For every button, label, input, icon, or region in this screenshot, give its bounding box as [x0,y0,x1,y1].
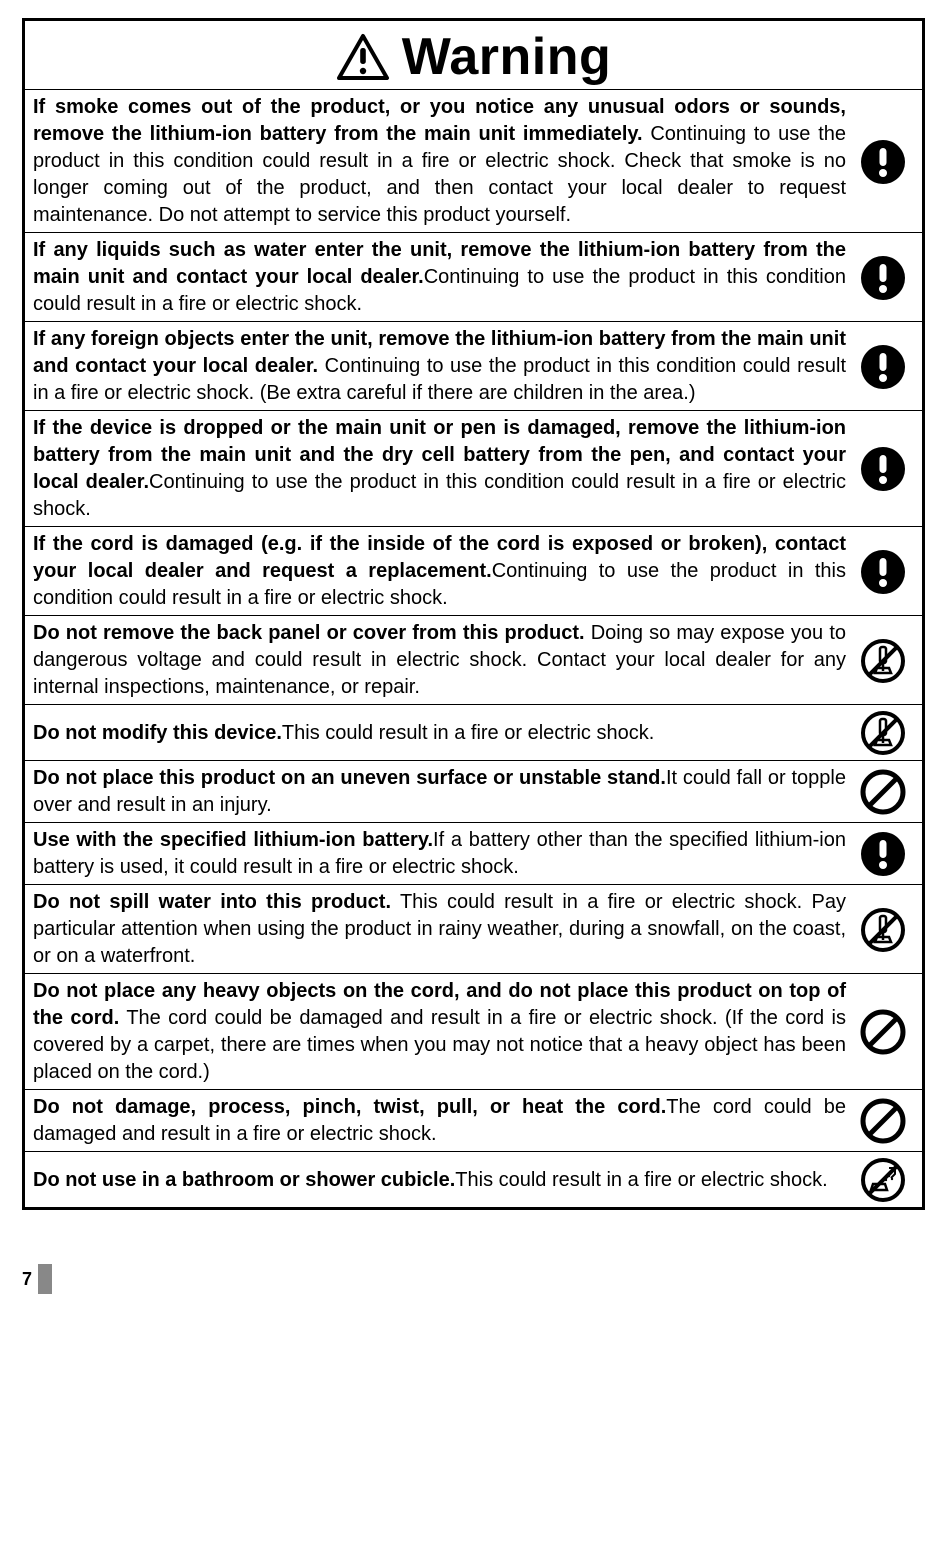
prohibit-icon [854,768,912,816]
warning-text-bold: Do not place this product on an uneven s… [33,767,666,789]
mandatory-icon [854,548,912,596]
no_disassemble-icon [854,637,912,685]
warning-text-rest: This could result in a fire or electric … [455,1169,827,1191]
warning-text: Do not remove the back panel or cover fr… [33,620,854,701]
warning-text-bold: Do not modify this device. [33,722,282,744]
prohibit-icon [854,1008,912,1056]
warning-text: If the cord is damaged (e.g. if the insi… [33,531,854,612]
warning-row: If any foreign objects enter the unit, r… [25,321,922,410]
warning-text: Do not place any heavy objects on the co… [33,978,854,1086]
page-footer: 7 [22,1264,925,1294]
warning-text-rest: Continuing to use the product in this co… [33,471,846,520]
warning-triangle-icon [336,33,390,81]
warning-text: Do not modify this device.This could res… [33,720,854,747]
mandatory-icon [854,343,912,391]
warning-row: Do not damage, process, pinch, twist, pu… [25,1089,922,1151]
warning-text-bold: Do not remove the back panel or cover fr… [33,622,585,644]
warning-text: If smoke comes out of the product, or yo… [33,94,854,229]
mandatory-icon [854,830,912,878]
warning-text: If the device is dropped or the main uni… [33,415,854,523]
prohibit-icon [854,1097,912,1145]
mandatory-icon [854,445,912,493]
title-row: Warning [25,21,922,89]
warning-text: Do not damage, process, pinch, twist, pu… [33,1094,854,1148]
warning-text-rest: The cord could be damaged and result in … [33,1007,846,1083]
page-title: Warning [402,27,612,87]
no_wet-icon [854,1156,912,1204]
warning-row: Do not remove the back panel or cover fr… [25,615,922,704]
warning-text: Do not use in a bathroom or shower cubic… [33,1167,854,1194]
warning-text-rest: This could result in a fire or electric … [282,722,654,744]
warning-row: Do not place any heavy objects on the co… [25,973,922,1089]
warning-text: Do not place this product on an uneven s… [33,765,854,819]
warning-text-bold: Do not spill water into this product. [33,891,391,913]
warning-text: Use with the specified lithium-ion batte… [33,827,854,881]
warning-row: If any liquids such as water enter the u… [25,232,922,321]
warning-text: If any liquids such as water enter the u… [33,237,854,318]
warning-row: Do not place this product on an uneven s… [25,760,922,822]
warning-row: If the device is dropped or the main uni… [25,410,922,526]
warning-panel: Warning If smoke comes out of the produc… [22,18,925,1210]
warning-text-bold: Do not damage, process, pinch, twist, pu… [33,1096,666,1118]
mandatory-icon [854,254,912,302]
warning-row: Use with the specified lithium-ion batte… [25,822,922,884]
warning-row: Do not spill water into this product. Th… [25,884,922,973]
warning-row: If the cord is damaged (e.g. if the insi… [25,526,922,615]
warning-text: Do not spill water into this product. Th… [33,889,854,970]
no_disassemble-icon [854,906,912,954]
warning-text-bold: Use with the specified lithium-ion batte… [33,829,433,851]
mandatory-icon [854,138,912,186]
warning-row: Do not use in a bathroom or shower cubic… [25,1151,922,1207]
warning-text: If any foreign objects enter the unit, r… [33,326,854,407]
warning-row: Do not modify this device.This could res… [25,704,922,760]
warning-row: If smoke comes out of the product, or yo… [25,89,922,232]
warning-text-bold: Do not use in a bathroom or shower cubic… [33,1169,455,1191]
footer-tab [38,1264,52,1294]
page-number: 7 [22,1269,38,1290]
no_disassemble-icon [854,709,912,757]
